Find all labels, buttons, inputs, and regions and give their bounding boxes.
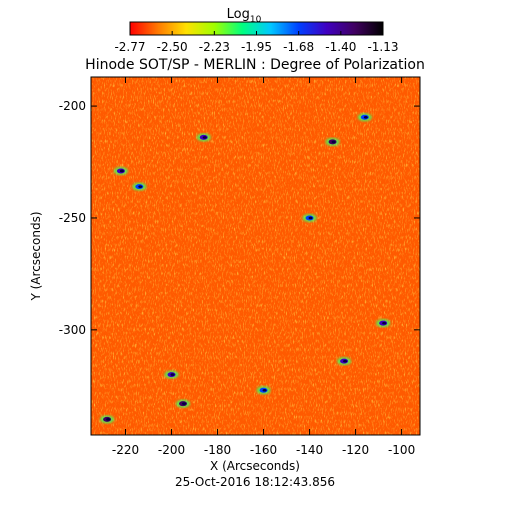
heatmap-image	[91, 77, 420, 435]
colorbar-tick-label: -2.50	[157, 40, 188, 54]
polarization-patch	[196, 133, 211, 142]
x-tick-label: -120	[342, 443, 369, 457]
x-tick-label: -180	[204, 443, 231, 457]
timestamp: 25-Oct-2016 18:12:43.856	[175, 475, 335, 489]
chart-title: Hinode SOT/SP - MERLIN : Degree of Polar…	[85, 57, 425, 73]
x-tick-label: -100	[388, 443, 415, 457]
x-tick-label: -200	[158, 443, 185, 457]
polarization-patch	[113, 166, 128, 175]
colorbar-tick-label: -2.77	[114, 40, 145, 54]
polarization-patch	[325, 137, 340, 146]
polarization-patch	[100, 415, 115, 424]
x-axis-label: X (Arcseconds)	[210, 459, 300, 473]
polarization-patch	[164, 370, 179, 379]
colorbar-ticks: -2.77 -2.50 -2.23 -1.95 -1.68 -1.40 -1.13	[114, 31, 399, 54]
polarization-patch	[357, 113, 372, 122]
polarization-patch	[176, 399, 191, 408]
polarization-patch	[337, 357, 352, 366]
polarization-patch	[132, 182, 147, 191]
x-tick-label: -160	[250, 443, 277, 457]
colorbar-tick-label: -1.95	[241, 40, 272, 54]
colorbar-tick-label: -1.68	[283, 40, 314, 54]
polarization-patch	[302, 213, 317, 222]
y-tick-label: -200	[59, 99, 86, 113]
colorbar-tick-label: -1.13	[367, 40, 398, 54]
y-axis-label: Y (Arcseconds)	[29, 211, 43, 301]
polarization-patch	[376, 319, 391, 328]
colorbar-label: Log10	[227, 7, 262, 25]
colorbar-tick-label: -1.40	[325, 40, 356, 54]
colorbar-tick-label: -2.23	[199, 40, 230, 54]
y-axis: -200 -250 -300	[59, 99, 420, 337]
x-tick-label: -220	[112, 443, 139, 457]
y-tick-label: -300	[59, 323, 86, 337]
y-tick-label: -250	[59, 211, 86, 225]
x-axis: -220 -200 -180 -160 -140 -120 -100	[112, 77, 415, 457]
polarization-patch	[256, 386, 271, 395]
plot-frame	[90, 76, 421, 436]
x-tick-label: -140	[296, 443, 323, 457]
